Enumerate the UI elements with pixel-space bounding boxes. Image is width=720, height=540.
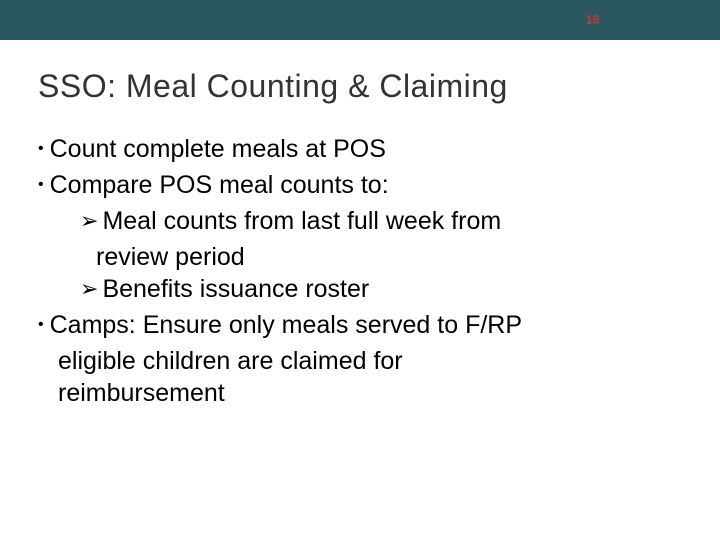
slide-content: • Count complete meals at POS • Compare … bbox=[38, 133, 682, 409]
bullet-marker-l2: ➢ bbox=[80, 273, 98, 305]
bullet-text: Compare POS meal counts to: bbox=[50, 169, 389, 201]
bullet-text-continuation: eligible children are claimed for bbox=[58, 345, 682, 377]
bullet-text: Count complete meals at POS bbox=[50, 133, 386, 165]
slide-title: SSO: Meal Counting & Claiming bbox=[38, 68, 720, 105]
bullet-marker-l2: ➢ bbox=[80, 205, 98, 237]
bullet-item-1: • Count complete meals at POS bbox=[38, 133, 682, 165]
bullet-marker-l1: • bbox=[38, 309, 44, 341]
bullet-item-2-sub1: ➢ Meal counts from last full week from bbox=[80, 205, 682, 237]
bullet-text: Meal counts from last full week from bbox=[102, 205, 501, 237]
bullet-marker-l1: • bbox=[38, 133, 44, 165]
bullet-text: Benefits issuance roster bbox=[102, 273, 369, 305]
bullet-item-3: • Camps: Ensure only meals served to F/R… bbox=[38, 309, 682, 341]
bullet-item-2-sub2: ➢ Benefits issuance roster bbox=[80, 273, 682, 305]
bullet-marker-l1: • bbox=[38, 169, 44, 201]
bullet-text-continuation: review period bbox=[96, 241, 682, 273]
bullet-text-continuation: reimbursement bbox=[58, 377, 682, 409]
bullet-item-2: • Compare POS meal counts to: bbox=[38, 169, 682, 201]
header-bar: 16 bbox=[0, 0, 720, 40]
bullet-text: Camps: Ensure only meals served to F/RP bbox=[50, 309, 522, 341]
page-number: 16 bbox=[586, 12, 600, 27]
